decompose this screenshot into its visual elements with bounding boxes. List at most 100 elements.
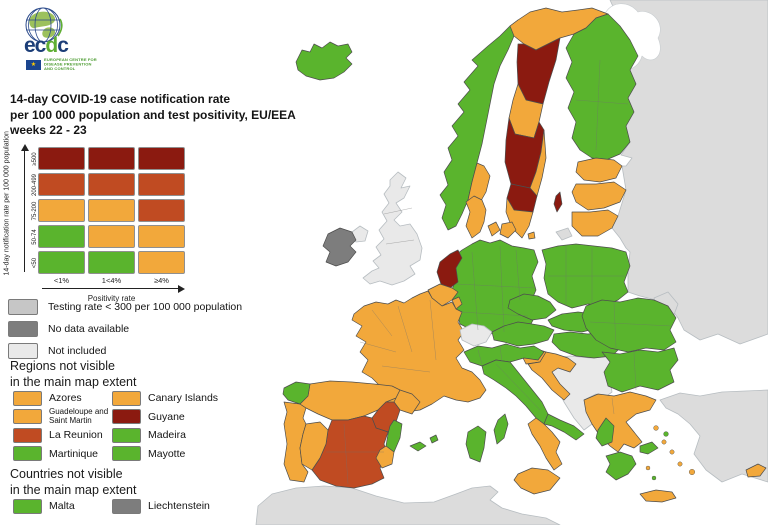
matrix-col-labels: <1% 1<4% ≥4% — [38, 276, 185, 285]
aegean-island-icon — [651, 475, 657, 481]
map-region-sweden-north — [516, 37, 561, 105]
matrix-cell — [88, 147, 135, 170]
ecdc-wordmark-d: d — [45, 34, 58, 57]
eu-flag-icon: ★ — [26, 60, 41, 70]
country-label: Malta — [49, 500, 75, 513]
map-region-germany — [449, 239, 539, 337]
ecdc-wordmark: ecdc — [24, 34, 69, 58]
map-region-croatia — [527, 351, 577, 401]
matrix-col-label: 1<4% — [101, 276, 122, 285]
matrix-cell — [138, 251, 185, 274]
map-region-finland — [565, 13, 639, 161]
matrix-legend-grid — [38, 147, 185, 274]
legend-item-testing-rate: Testing rate < 300 per 100 000 populatio… — [8, 299, 242, 315]
country-item-liechtenstein: Liechtenstein — [112, 497, 222, 516]
country-item-malta: Malta — [13, 497, 112, 516]
map-region-uk — [362, 171, 423, 286]
legend-label: No data available — [48, 323, 130, 335]
region-swatch — [112, 390, 141, 406]
region-label: Guyane — [148, 410, 185, 423]
countries-list: Malta Liechtenstein — [13, 497, 222, 516]
legend-swatch — [8, 321, 38, 337]
map-region-ireland — [322, 227, 357, 267]
countries-heading-line-2: in the main map extent — [10, 483, 137, 497]
region-swatch — [13, 390, 42, 406]
region-label: Madeira — [148, 429, 186, 442]
region-label: Mayotte — [148, 447, 186, 460]
matrix-cell — [88, 173, 135, 196]
map-region-lithuania — [571, 209, 619, 237]
matrix-cell — [38, 173, 85, 196]
matrix-cell — [88, 199, 135, 222]
map-region-iceland — [295, 41, 353, 81]
map-region-switzerland — [459, 323, 493, 347]
matrix-col-label: <1% — [53, 276, 70, 285]
map-region-czechia — [507, 293, 557, 321]
matrix-cell — [138, 173, 185, 196]
country-swatch — [13, 498, 42, 514]
legend-item-not-included: Not included — [8, 343, 106, 359]
aegean-island-icon — [689, 469, 696, 476]
matrix-cell — [38, 225, 85, 248]
map-region-greece-euboea — [639, 441, 659, 455]
map-region-balearics — [409, 434, 439, 452]
title-line-1: 14-day COVID-19 case notification rate — [10, 92, 231, 106]
matrix-cell — [138, 225, 185, 248]
regions-heading-line-2: in the main map extent — [10, 375, 137, 389]
map-region-portugal — [283, 401, 309, 483]
legend-label: Not included — [48, 345, 107, 357]
region-swatch — [13, 427, 42, 443]
matrix-cell — [38, 147, 85, 170]
title-line-2: per 100 000 population and test positivi… — [10, 107, 296, 122]
title-line-3: weeks 22 - 23 — [10, 123, 87, 137]
matrix-x-axis-arrow — [42, 283, 185, 295]
countries-heading: Countries not visible in the main map ex… — [10, 466, 136, 498]
map-region-gotland — [553, 191, 563, 213]
globe-icon — [25, 7, 63, 43]
map-region-france — [351, 290, 487, 413]
aegean-island-icon — [661, 439, 667, 445]
matrix-cell — [38, 251, 85, 274]
matrix-cell — [88, 225, 135, 248]
map-region-sicily — [513, 467, 561, 495]
map-region-denmark — [465, 195, 487, 239]
legend-item-no-data: No data available — [8, 321, 129, 337]
map-region-kaliningrad — [555, 227, 573, 241]
region-label: Guadeloupe and Saint Martin — [49, 407, 109, 425]
ecdc-wordmark-ec: ec — [24, 34, 46, 57]
region-swatch — [13, 409, 42, 425]
org-line: EUROPEAN CENTRE FOR — [44, 58, 97, 63]
map-region-latvia — [571, 181, 627, 211]
ecdc-wordmark-c: c — [57, 34, 69, 57]
matrix-cell — [138, 199, 185, 222]
map-region-norway — [439, 19, 525, 231]
map-region-bulgaria — [601, 347, 679, 393]
matrix-y-axis-arrow — [19, 144, 31, 272]
org-line: DISEASE PREVENTION — [44, 62, 92, 67]
regions-heading-line-1: Regions not visible — [10, 359, 115, 373]
aegean-island-icon — [645, 465, 651, 471]
region-item-guyane: Guyane — [112, 408, 222, 427]
region-label: Azores — [49, 392, 82, 405]
country-swatch — [112, 498, 141, 514]
org-line: AND CONTROL — [44, 66, 76, 71]
map-region-crete — [639, 489, 677, 503]
map-region-denmark-fyn — [487, 221, 501, 237]
matrix-cell — [88, 251, 135, 274]
matrix-cell — [138, 147, 185, 170]
region-swatch — [112, 446, 141, 462]
map-region-sardinia — [465, 425, 487, 463]
region-item-mayotte: Mayotte — [112, 445, 222, 464]
map-region-greece-mainland — [583, 391, 657, 453]
aegean-island-icon — [669, 449, 675, 455]
map-region-corsica — [493, 413, 509, 445]
regions-heading: Regions not visible in the main map exte… — [10, 358, 136, 390]
map-region-spain-catalonia — [393, 389, 421, 415]
aegean-island-icon — [653, 425, 659, 431]
map-region-greece-peloponnese — [605, 451, 637, 481]
map-region-austria — [491, 321, 555, 347]
region-item-la-reunion: La Reunion — [13, 426, 112, 445]
map-region-estonia — [575, 157, 623, 183]
